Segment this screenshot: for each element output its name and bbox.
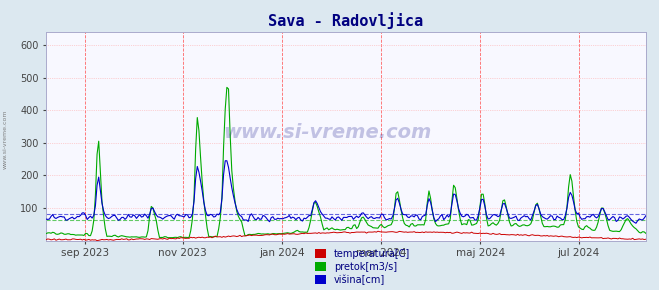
Legend: temperatura[C], pretok[m3/s], višina[cm]: temperatura[C], pretok[m3/s], višina[cm]: [314, 249, 411, 285]
Text: www.si-vreme.com: www.si-vreme.com: [3, 109, 8, 169]
Title: Sava - Radovljica: Sava - Radovljica: [268, 12, 424, 29]
Text: www.si-vreme.com: www.si-vreme.com: [224, 123, 432, 142]
